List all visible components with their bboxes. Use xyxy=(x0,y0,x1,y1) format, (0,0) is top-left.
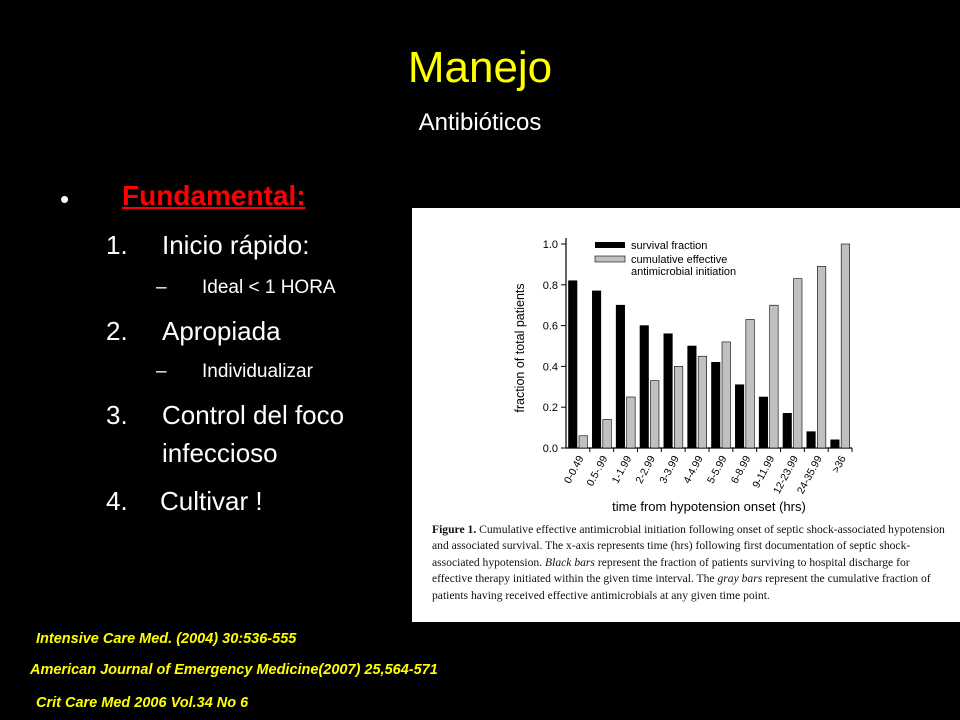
survival-bar xyxy=(663,333,673,449)
cumulative-bar xyxy=(721,341,731,449)
survival-bar xyxy=(615,304,625,449)
legend-label-cumulative-line2: antimicrobial initiation xyxy=(631,266,736,278)
list-item-number: 1. xyxy=(106,230,128,260)
y-tick-label: 0.6 xyxy=(543,321,558,333)
x-tick-label: >36 xyxy=(830,454,849,476)
cumulative-bar xyxy=(793,278,803,449)
caption-label: Figure 1. xyxy=(432,523,477,536)
survival-chart: 0.0 0.2 0.4 0.6 0.8 1.0 0-0.490.5-.99 1-1.99 2-2… xyxy=(513,238,853,514)
caption-part-italic: gray bars xyxy=(717,572,763,586)
survival-bar xyxy=(639,325,649,449)
x-tick-label: 6-8.99 xyxy=(729,454,754,486)
y-tick-label: 0.4 xyxy=(543,361,558,373)
list-item-text: Apropiada xyxy=(162,316,281,346)
y-tick-label: 0.2 xyxy=(543,402,558,414)
legend-label-survival: survival fraction xyxy=(631,240,707,252)
cumulative-bar xyxy=(626,396,636,449)
list-item-text: Inicio rápido: xyxy=(162,230,310,260)
figure-caption: Figure 1. Cumulative effective antimicro… xyxy=(432,522,952,604)
cumulative-bar xyxy=(817,266,827,449)
figure-panel: 0.0 0.2 0.4 0.6 0.8 1.0 0-0.49 0.5-.99 1-1.99 2-2… xyxy=(412,208,960,622)
dash-icon: – xyxy=(156,361,167,382)
list-item-text: infeccioso xyxy=(162,438,278,468)
cumulative-bar xyxy=(602,419,612,449)
list-item-number: 3. xyxy=(106,400,128,430)
cumulative-bar xyxy=(769,304,779,449)
sub-item-text: Ideal < 1 HORA xyxy=(202,277,336,298)
slide-subtitle: Antibióticos xyxy=(418,109,542,136)
survival-bar xyxy=(592,290,602,449)
cumulative-bar xyxy=(674,366,684,449)
heading-fundamental: Fundamental: xyxy=(122,180,306,211)
caption-part: represent the cumulative fraction of pat… xyxy=(432,572,931,602)
caption-part: Cumulative effective antimicrobial initi… xyxy=(432,523,945,569)
sub-item-text: Individualizar xyxy=(202,361,313,382)
caption-part: represent the fraction of patients survi… xyxy=(432,555,910,586)
x-tick-label: 4-4.99 xyxy=(681,454,706,486)
reference-2: American Journal of Emergency Medicine(2… xyxy=(30,662,438,678)
list-item-text: Cultivar ! xyxy=(160,486,263,516)
chart-ylabel: fraction of total patients xyxy=(513,283,527,412)
x-tick-label: 0-0.49 xyxy=(562,454,587,486)
x-tick-label: 3-3.99 xyxy=(657,454,682,486)
cumulative-bar xyxy=(697,355,707,449)
chart-xlabel: time from hypotension onset (hrs) xyxy=(612,499,806,514)
list-item-number: 2. xyxy=(106,316,128,346)
x-tick-label: 1-1.99 xyxy=(610,454,635,486)
cumulative-bar xyxy=(650,380,660,449)
cumulative-bar xyxy=(745,319,755,449)
survival-bar xyxy=(830,439,840,449)
slide-title: Manejo xyxy=(407,43,553,92)
list-item-number: 4. xyxy=(106,486,128,516)
cumulative-bar xyxy=(578,435,588,449)
y-tick-label: 0.0 xyxy=(543,443,558,455)
survival-bar xyxy=(568,280,578,449)
reference-3: Crit Care Med 2006 Vol.34 No 6 xyxy=(36,695,249,711)
legend-label-cumulative: cumulative effective xyxy=(631,254,727,266)
bullet-icon: • xyxy=(60,184,70,214)
x-tick-label: 0.5-.99 xyxy=(584,454,610,489)
caption-part-italic: Black bars xyxy=(545,555,595,569)
survival-bar xyxy=(711,362,721,449)
legend-swatch-cumulative xyxy=(594,255,626,263)
survival-bar xyxy=(806,431,816,449)
survival-bar xyxy=(687,345,697,449)
y-tick-label: 0.8 xyxy=(543,280,558,292)
dash-icon: – xyxy=(156,277,167,298)
y-tick-label: 1.0 xyxy=(543,239,558,251)
list-item-text: Control del foco xyxy=(162,400,345,430)
survival-bar xyxy=(735,384,745,449)
cumulative-bar xyxy=(840,243,850,449)
x-tick-label: 2-2.99 xyxy=(633,454,658,486)
legend-swatch-survival xyxy=(595,242,625,248)
survival-bar xyxy=(782,413,792,449)
x-tick-label: 5-5.99 xyxy=(705,454,730,486)
survival-bar xyxy=(758,396,768,449)
reference-1: Intensive Care Med. (2004) 30:536-555 xyxy=(36,631,297,647)
